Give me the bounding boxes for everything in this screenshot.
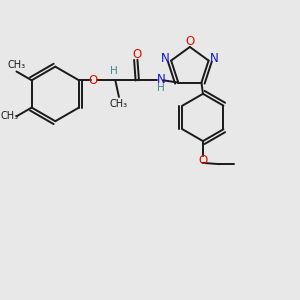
Text: O: O <box>89 74 98 87</box>
Text: N: N <box>161 52 170 64</box>
Text: H: H <box>110 66 118 76</box>
Text: CH₃: CH₃ <box>8 60 26 70</box>
Text: O: O <box>132 48 141 61</box>
Text: O: O <box>185 35 194 48</box>
Text: CH₃: CH₃ <box>110 99 128 109</box>
Text: N: N <box>156 73 165 85</box>
Text: CH₃: CH₃ <box>0 111 18 122</box>
Text: H: H <box>157 83 165 93</box>
Text: O: O <box>198 154 208 167</box>
Text: N: N <box>210 52 219 64</box>
